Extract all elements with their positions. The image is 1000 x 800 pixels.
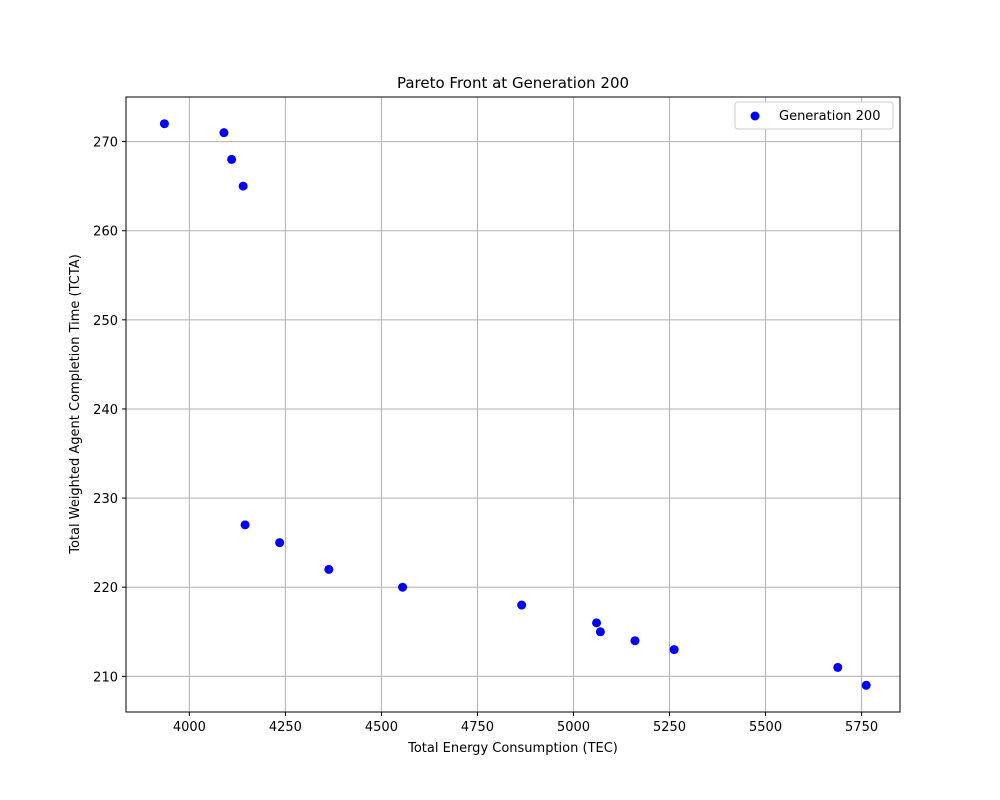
chart-title: Pareto Front at Generation 200 [397,74,629,92]
data-point [630,636,640,646]
data-point [861,680,871,690]
grid-lines [126,97,900,712]
y-tick-label: 220 [93,581,118,596]
data-point [669,645,679,655]
y-axis-ticks: 210 220 230 240 250 260 270 [93,136,126,685]
data-point [398,582,408,592]
plot-area-frame [125,96,901,713]
x-tick-label: 4500 [365,720,398,735]
legend-box [734,101,894,130]
data-point [159,119,169,129]
x-tick-label: 4000 [173,720,206,735]
y-tick-label: 230 [93,492,118,507]
data-point [592,618,602,628]
x-axis-ticks: 4000 4250 4500 4750 5000 5250 5500 5750 [173,712,878,735]
data-point [595,627,605,637]
x-tick-label: 4750 [461,720,494,735]
x-axis-label: Total Energy Consumption (TEC) [407,741,618,756]
y-tick-label: 250 [93,314,118,329]
legend-marker [750,111,760,121]
y-tick-label: 270 [93,136,118,151]
y-tick-label: 240 [93,403,118,418]
data-point [219,128,229,138]
data-points [159,119,871,690]
data-point [240,520,250,530]
data-point [227,154,237,164]
x-tick-label: 5750 [845,720,878,735]
y-tick-label: 260 [93,225,118,240]
legend: Generation 200 [734,101,894,130]
data-point [517,600,527,610]
x-tick-label: 5500 [749,720,782,735]
x-tick-label: 5000 [557,720,590,735]
x-tick-label: 5250 [653,720,686,735]
y-tick-label: 210 [93,670,118,685]
data-point [275,538,285,548]
data-point [833,662,843,672]
data-point [238,181,248,191]
data-point [324,564,334,574]
y-axis-label: Total Weighted Agent Completion Time (TC… [68,254,83,555]
legend-label: Generation 200 [779,109,880,124]
x-tick-label: 4250 [269,720,302,735]
